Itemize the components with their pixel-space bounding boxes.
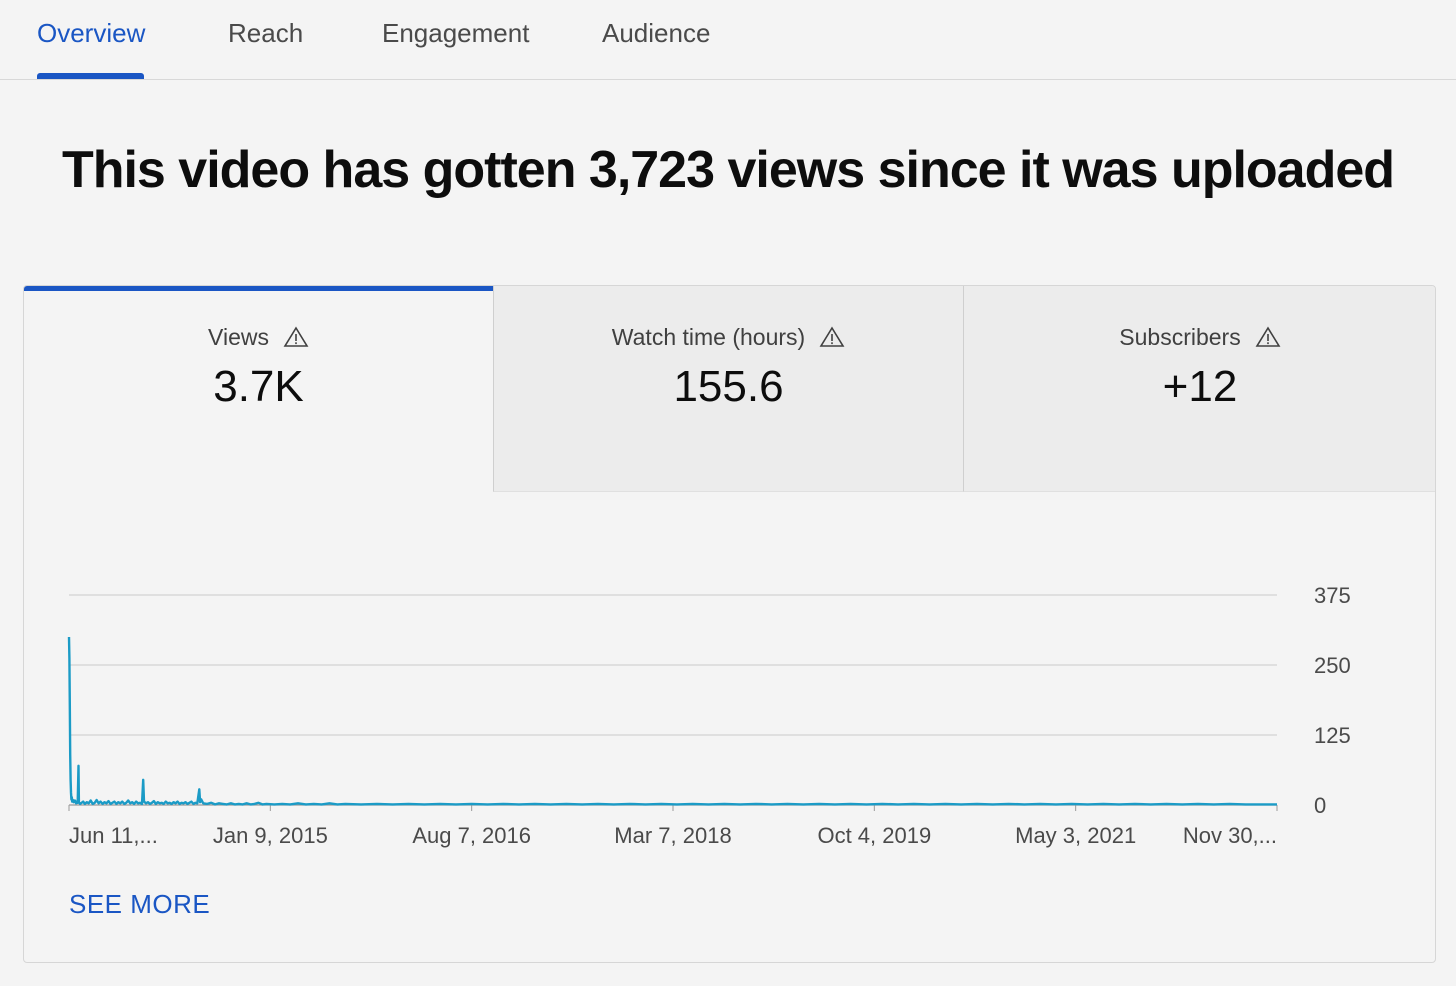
tab-bar: Overview Reach Engagement Audience [0, 0, 1456, 80]
metric-value-subscribers: +12 [1162, 362, 1238, 411]
x-tick-label: Nov 30,... [1183, 823, 1277, 848]
active-tab-indicator [37, 73, 144, 79]
page-headline: This video has gotten 3,723 views since … [61, 141, 1395, 199]
metric-value-watch-time: 155.6 [673, 362, 784, 411]
x-tick-label: Jan 9, 2015 [213, 823, 328, 848]
metric-label-watch-time: Watch time (hours) [494, 324, 963, 354]
tab-audience[interactable]: Audience [602, 18, 711, 48]
metric-tab-watch-time[interactable]: Watch time (hours) 155.6 [493, 286, 963, 492]
x-tick-label: Oct 4, 2019 [817, 823, 931, 848]
x-tick-label: Jun 11,... [69, 823, 158, 848]
views-series-line [67, 636, 1277, 806]
tab-reach[interactable]: Reach [228, 18, 304, 48]
warning-icon[interactable] [283, 326, 309, 354]
x-tick-label: Mar 7, 2018 [614, 823, 731, 848]
warning-icon[interactable] [1255, 326, 1281, 354]
see-more-button[interactable]: SEE MORE [69, 889, 211, 919]
metric-tab-views[interactable]: Views 3.7K [24, 286, 493, 491]
y-tick-label: 125 [1314, 723, 1351, 748]
y-tick-label: 375 [1314, 583, 1351, 608]
metric-label-text: Views [208, 324, 269, 350]
metric-label-text: Watch time (hours) [611, 324, 806, 350]
y-tick-label: 0 [1314, 793, 1326, 818]
tab-overview[interactable]: Overview [37, 18, 146, 48]
metric-label-text: Subscribers [1119, 324, 1241, 350]
tab-engagement[interactable]: Engagement [382, 18, 530, 48]
analytics-card: Views 3.7K Watch time (hours) 155.6 Subs… [23, 285, 1436, 963]
metric-value-views: 3.7K [213, 362, 304, 411]
y-tick-label: 250 [1314, 653, 1351, 678]
metric-label-views: Views [24, 324, 493, 354]
x-tick-label: Aug 7, 2016 [412, 823, 531, 848]
warning-icon[interactable] [819, 326, 845, 354]
x-tick-label: May 3, 2021 [1015, 823, 1136, 848]
metric-tab-subscribers[interactable]: Subscribers +12 [963, 286, 1435, 492]
metric-label-subscribers: Subscribers [964, 324, 1435, 354]
selected-metric-indicator [24, 286, 493, 291]
views-line-chart: 0 125 250 375 Jun 11,... Jan 9, 2015 Aug 7, 20… [67, 583, 1351, 848]
